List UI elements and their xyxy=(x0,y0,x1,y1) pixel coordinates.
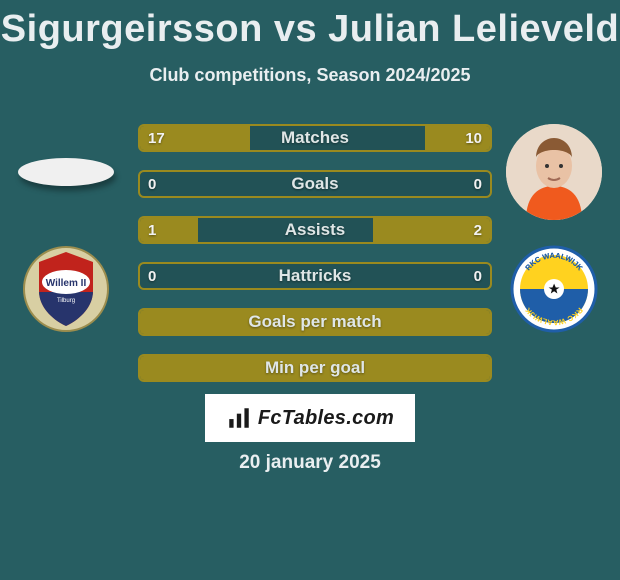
player-right-column: RKC WAALWIJK RKC WAALWIJK RKC WAALWIJK xyxy=(494,124,614,334)
stat-row-goals: 0 Goals 0 xyxy=(138,170,492,198)
stat-row-hattricks: 0 Hattricks 0 xyxy=(138,262,492,290)
svg-text:Willem II: Willem II xyxy=(46,278,87,289)
stat-label: Goals xyxy=(140,172,490,196)
date-label: 20 january 2025 xyxy=(0,452,620,474)
fctables-label: FcTables.com xyxy=(258,407,394,430)
subtitle: Club competitions, Season 2024/2025 xyxy=(0,65,620,86)
stat-value-right: 0 xyxy=(474,264,482,288)
stat-value-right: 10 xyxy=(465,126,482,150)
stats-container: 17 Matches 10 0 Goals 0 1 Assists 2 0 Ha… xyxy=(138,124,492,400)
stat-label: Min per goal xyxy=(140,356,490,380)
fctables-watermark: FcTables.com xyxy=(205,394,415,442)
page-title: Sigurgeirsson vs Julian Lelieveld xyxy=(0,0,620,51)
stat-row-goals-per-match: Goals per match xyxy=(138,308,492,336)
svg-text:Tilburg: Tilburg xyxy=(57,298,75,304)
stat-row-min-per-goal: Min per goal xyxy=(138,354,492,382)
stat-label: Assists xyxy=(140,218,490,242)
willem-ii-badge-icon: Willem II Tilburg xyxy=(21,244,111,334)
stat-value-right: 0 xyxy=(474,172,482,196)
stat-value-right: 2 xyxy=(474,218,482,242)
player-photo-icon xyxy=(506,124,602,220)
player-right-avatar xyxy=(506,124,602,220)
rkc-waalwijk-badge-icon: RKC WAALWIJK RKC WAALWIJK RKC WAALWIJK xyxy=(509,244,599,334)
player-left-avatar xyxy=(18,124,114,220)
stat-label: Goals per match xyxy=(140,310,490,334)
stat-row-matches: 17 Matches 10 xyxy=(138,124,492,152)
club-badge-left: Willem II Tilburg xyxy=(21,244,111,334)
avatar-placeholder-icon xyxy=(18,158,114,186)
chart-icon xyxy=(226,405,252,431)
stat-row-assists: 1 Assists 2 xyxy=(138,216,492,244)
club-badge-right: RKC WAALWIJK RKC WAALWIJK RKC WAALWIJK xyxy=(509,244,599,334)
player-left-column: Willem II Tilburg xyxy=(6,124,126,334)
stat-label: Hattricks xyxy=(140,264,490,288)
stat-label: Matches xyxy=(140,126,490,150)
